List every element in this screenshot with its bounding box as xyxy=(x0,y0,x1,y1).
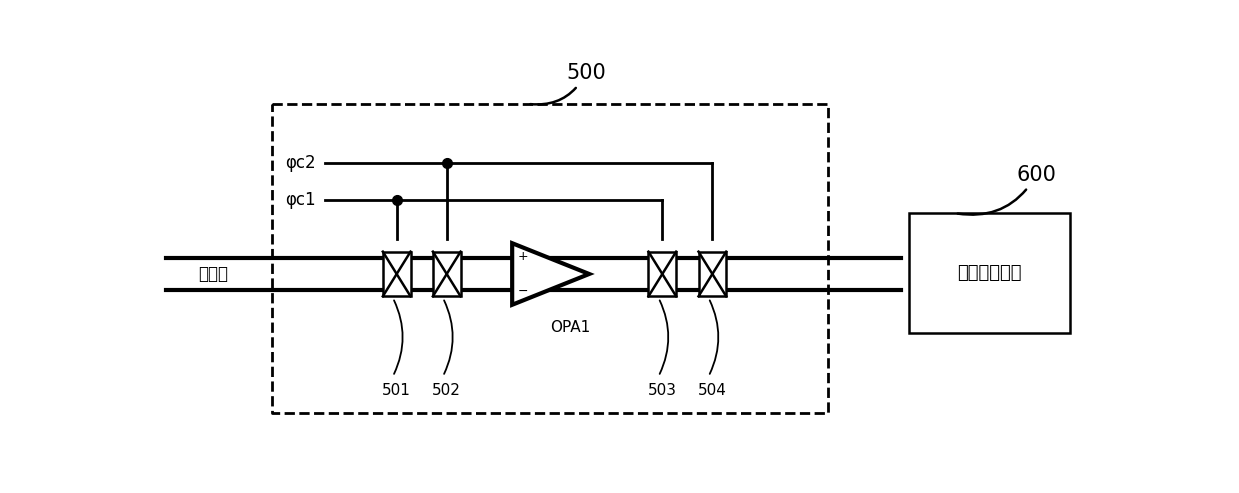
Text: φc2: φc2 xyxy=(285,154,316,172)
Bar xyxy=(383,251,410,296)
Text: OPA1: OPA1 xyxy=(550,320,590,335)
Text: 500: 500 xyxy=(530,63,606,105)
Text: 输入端: 输入端 xyxy=(198,265,228,283)
Text: 600: 600 xyxy=(958,165,1057,214)
Text: 501: 501 xyxy=(383,383,411,398)
Text: 504: 504 xyxy=(698,383,727,398)
Bar xyxy=(699,251,726,296)
Text: +: + xyxy=(518,250,528,263)
Bar xyxy=(908,213,1070,332)
Text: φc1: φc1 xyxy=(285,191,316,209)
Text: 503: 503 xyxy=(648,383,676,398)
Text: 502: 502 xyxy=(432,383,461,398)
Bar xyxy=(648,251,676,296)
Text: 第一滤波电路: 第一滤波电路 xyxy=(958,264,1022,282)
Bar xyxy=(432,251,461,296)
Text: −: − xyxy=(518,285,528,298)
Polygon shape xyxy=(512,243,590,305)
